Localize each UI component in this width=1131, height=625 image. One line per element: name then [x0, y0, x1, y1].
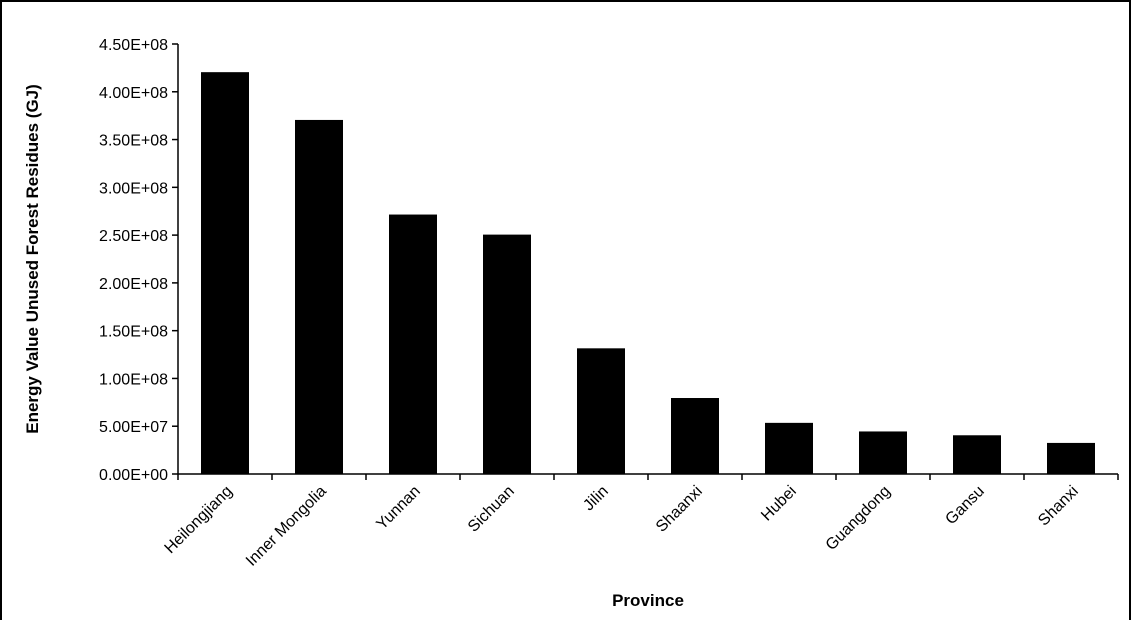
- bar-yunnan: [389, 214, 437, 475]
- bar-shanxi: [1047, 442, 1095, 475]
- bar-inner-mongolia: [295, 119, 343, 475]
- x-axis-ticks: Heilongjiang Inner Mongolia Yunnan Sichuan J…: [162, 474, 1119, 570]
- x-tick-label: Hubei: [758, 483, 800, 525]
- x-tick-label: Gansu: [942, 483, 987, 528]
- x-tick-label: Shanxi: [1035, 483, 1082, 530]
- x-tick-label: Inner Mongolia: [243, 483, 330, 570]
- y-tick-label: 2.50E+08: [99, 228, 168, 245]
- x-tick-label: Shaanxi: [653, 483, 706, 536]
- y-tick-label: 1.00E+08: [99, 371, 168, 388]
- x-tick-label: Heilongjiang: [162, 483, 236, 557]
- x-tick-label: Yunnan: [373, 483, 423, 533]
- bar-sichuan: [483, 234, 531, 475]
- bar-gansu: [953, 435, 1001, 475]
- y-tick-label: 3.50E+08: [99, 133, 168, 150]
- y-axis-title: Energy Value Unused Forest Residues (GJ): [23, 84, 42, 434]
- bars-group: [201, 72, 1095, 475]
- bar-heilongjiang: [201, 72, 249, 475]
- bar-shaanxi: [671, 398, 719, 475]
- bar-hubei: [765, 422, 813, 475]
- y-tick-label: 5.00E+07: [99, 419, 168, 436]
- y-tick-label: 4.50E+08: [99, 37, 168, 54]
- x-tick-label: Jilin: [580, 483, 612, 515]
- y-tick-label: 4.00E+08: [99, 85, 168, 102]
- bar-jilin: [577, 348, 625, 475]
- y-tick-label: 1.50E+08: [99, 324, 168, 341]
- bar-guangdong: [859, 431, 907, 475]
- x-tick-label: Sichuan: [465, 483, 518, 536]
- y-tick-label: 2.00E+08: [99, 276, 168, 293]
- y-axis-ticks: 0.00E+00 5.00E+07 1.00E+08 1.50E+08 2.00E+08…: [99, 37, 178, 484]
- x-tick-label: Guangdong: [823, 483, 894, 554]
- y-tick-label: 0.00E+00: [99, 467, 168, 484]
- y-tick-label: 3.00E+08: [99, 180, 168, 197]
- x-axis-title: Province: [612, 591, 684, 610]
